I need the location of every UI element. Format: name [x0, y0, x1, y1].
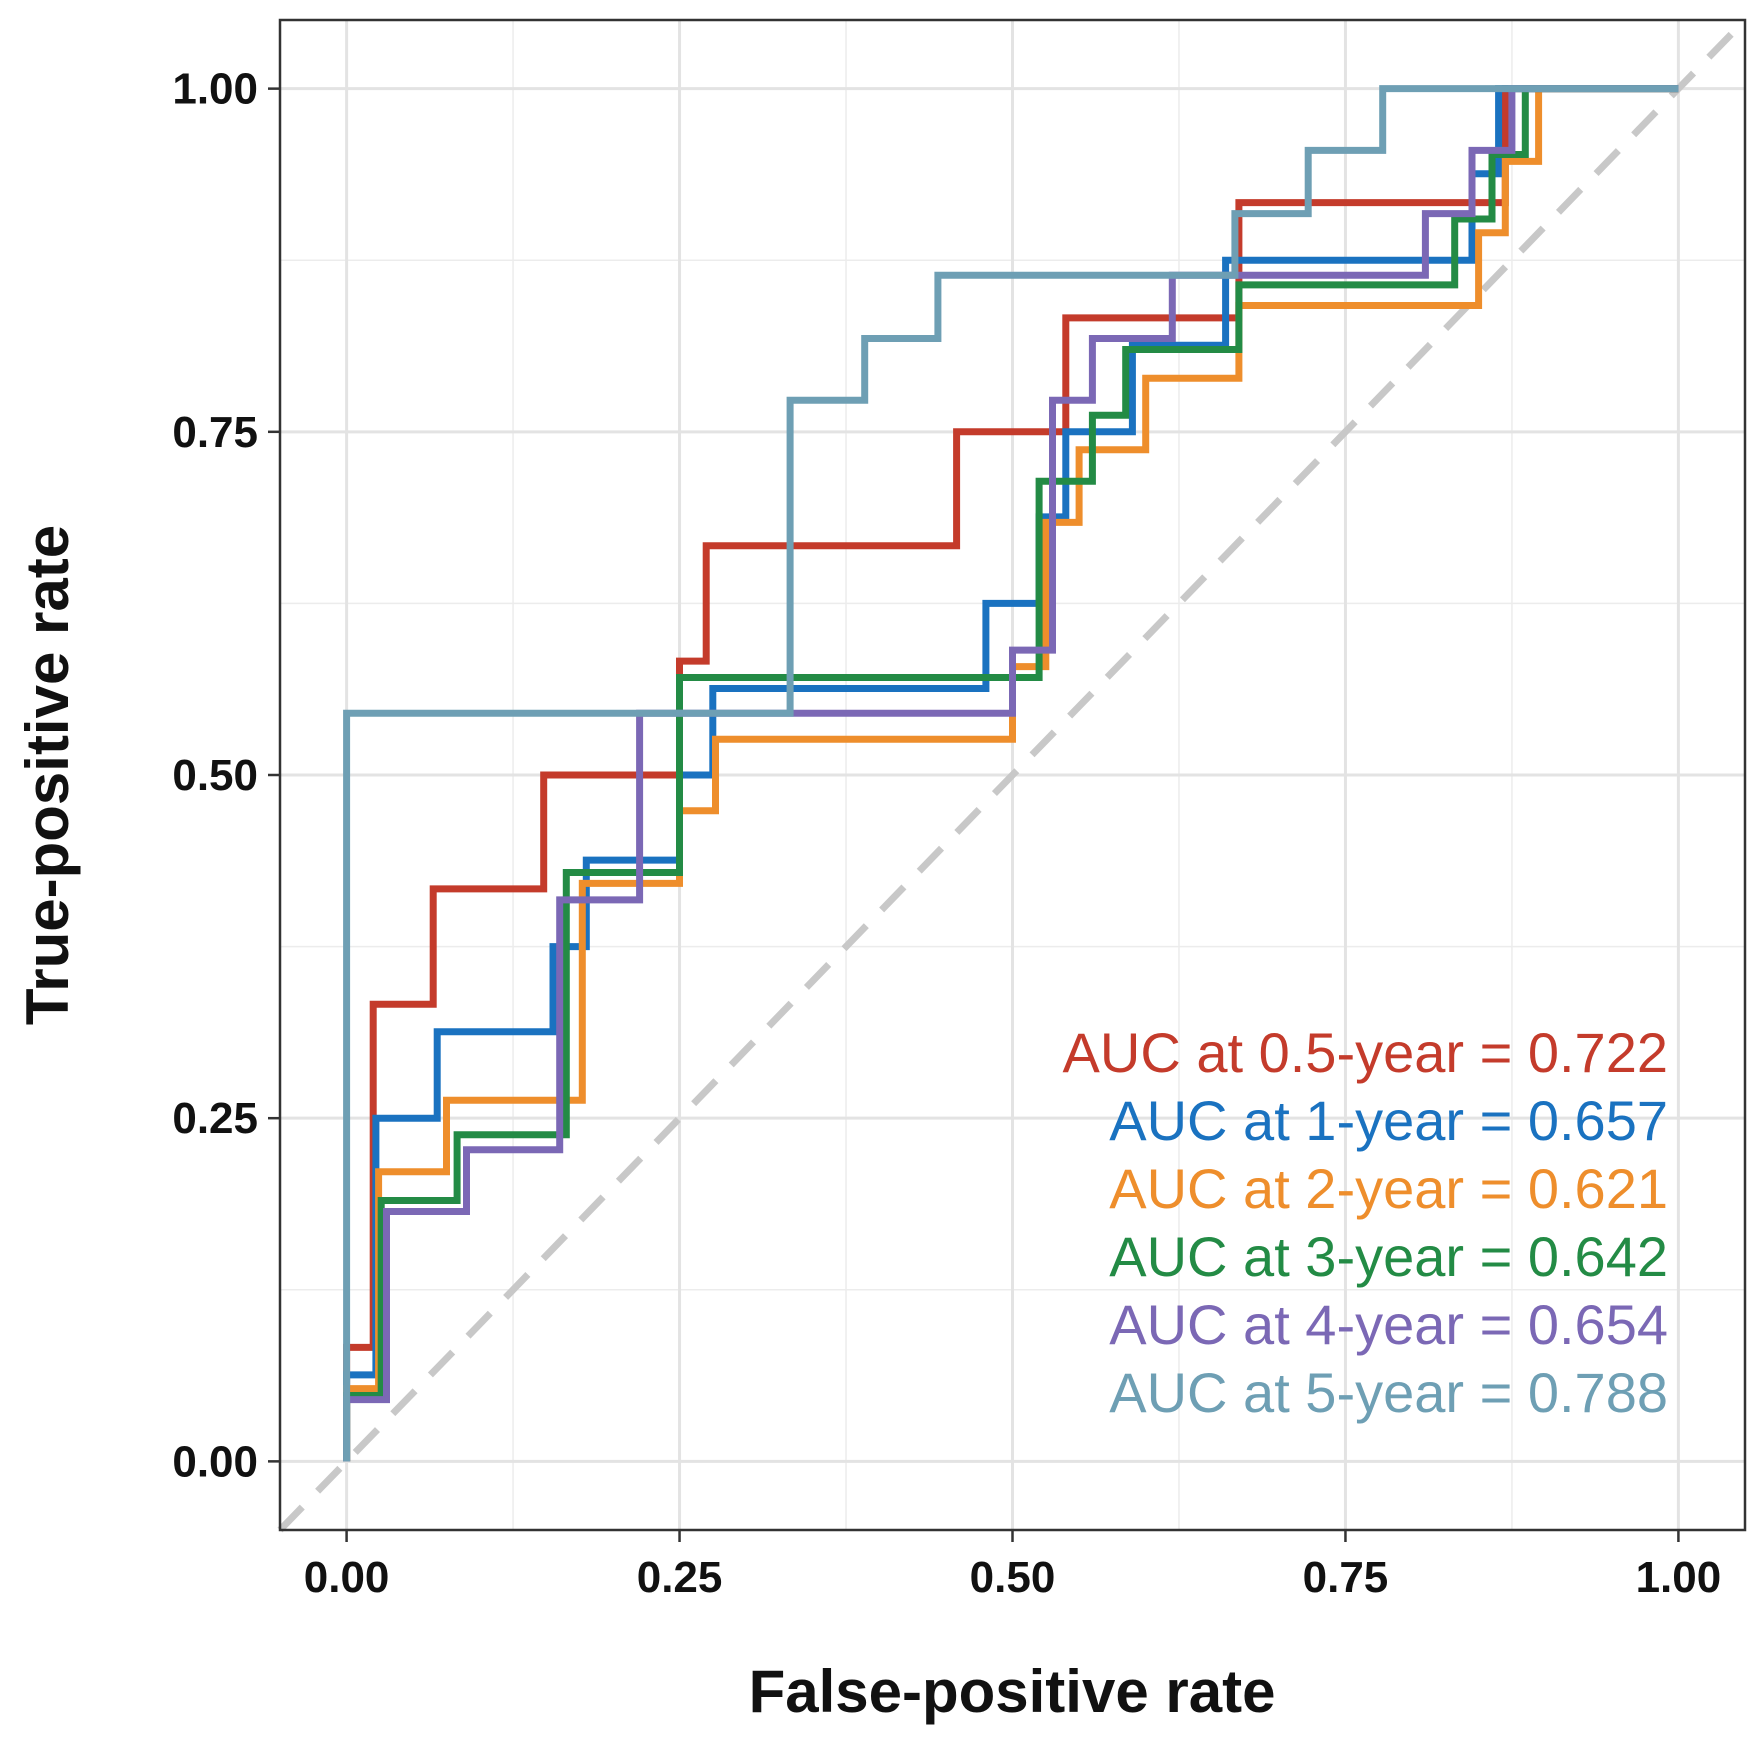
y-tick-label: 0.75 [172, 408, 258, 457]
x-axis-ticks: 0.00 0.25 0.50 0.75 1.00 [304, 1530, 1721, 1602]
y-tick-label: 0.25 [172, 1094, 258, 1143]
roc-series-line-5 [343, 85, 1679, 1462]
legend-entry-5: AUC at 4-year = 0.654 [1109, 1293, 1668, 1356]
x-tick-label: 0.75 [1303, 1553, 1389, 1602]
x-tick-label: 0.00 [304, 1553, 390, 1602]
legend-entry-2: AUC at 1-year = 0.657 [1109, 1089, 1668, 1152]
y-axis-ticks: 0.00 0.25 0.50 0.75 1.00 [172, 65, 280, 1486]
roc-series-line-3 [343, 85, 1679, 1462]
x-tick-label: 1.00 [1636, 1553, 1722, 1602]
roc-series-line-6 [343, 85, 1679, 1462]
y-tick-label: 1.00 [172, 65, 258, 114]
y-axis-title: True-positive rate [14, 525, 81, 1025]
plot-area [277, 17, 1748, 1533]
series-layer [343, 85, 1679, 1462]
legend-entry-1: AUC at 0.5-year = 0.722 [1063, 1021, 1668, 1084]
y-tick-label: 0.50 [172, 751, 258, 800]
y-tick-label: 0.00 [172, 1437, 258, 1486]
legend-entry-4: AUC at 3-year = 0.642 [1109, 1225, 1668, 1288]
roc-series-line-4 [343, 85, 1679, 1462]
reference-diagonal-line [277, 17, 1748, 1533]
roc-series-line-2 [343, 85, 1679, 1462]
legend-entry-6: AUC at 5-year = 0.788 [1109, 1361, 1668, 1424]
roc-series-line-1 [343, 85, 1679, 1462]
x-axis-title: False-positive rate [749, 1658, 1276, 1725]
x-tick-label: 0.50 [970, 1553, 1056, 1602]
x-tick-label: 0.25 [637, 1553, 723, 1602]
legend-entry-3: AUC at 2-year = 0.621 [1109, 1157, 1668, 1220]
